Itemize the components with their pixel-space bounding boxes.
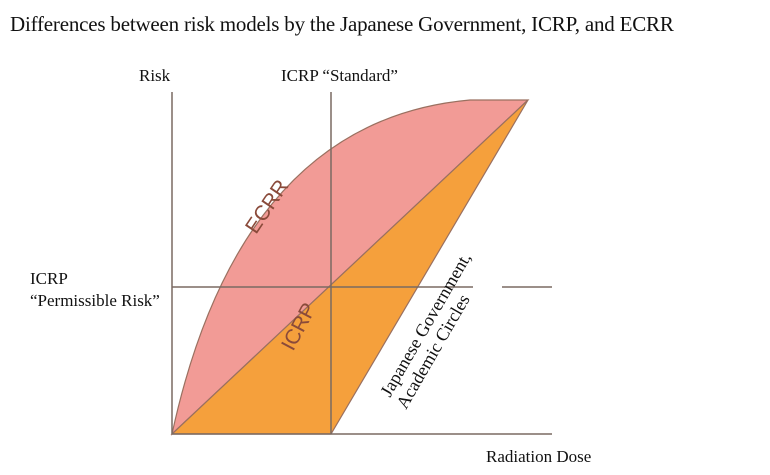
diagram-title: Differences between risk models by the J… [10,12,674,36]
risk-axis-label: Risk [139,66,171,85]
permissible-risk-label-line1: ICRP [30,269,68,288]
dose-axis-label: Radiation Dose [486,447,591,466]
icrp-standard-label: ICRP “Standard” [281,66,398,85]
permissible-risk-label-line2: “Permissible Risk” [30,291,160,310]
